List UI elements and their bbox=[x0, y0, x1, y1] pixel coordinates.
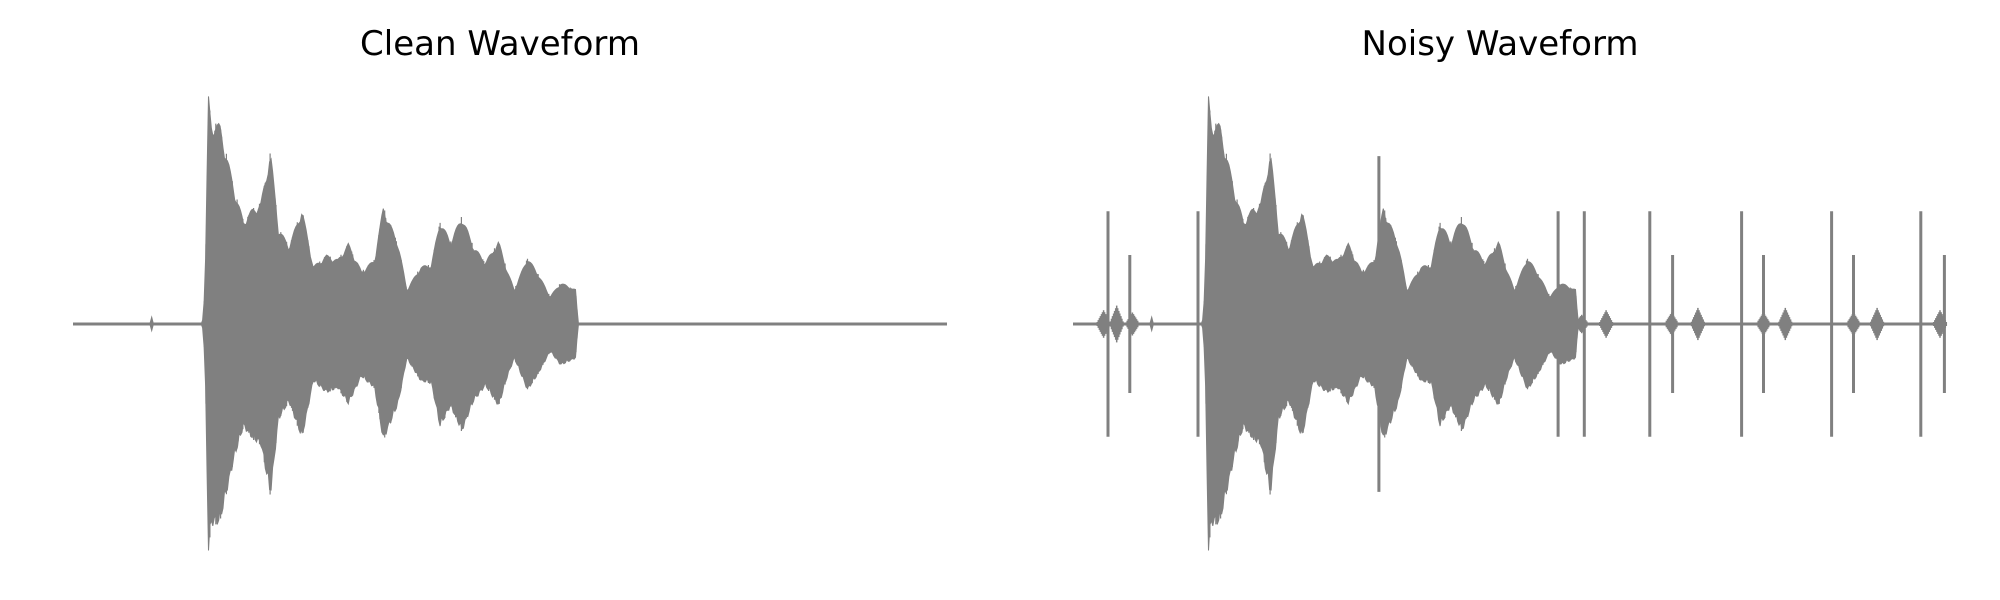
noisy-waveform-panel: Noisy Waveform bbox=[1000, 0, 2000, 600]
clean-waveform-line-strokes bbox=[151, 110, 578, 538]
clean-waveform-title: Clean Waveform bbox=[360, 24, 640, 64]
clean-waveform-panel: Clean Waveform bbox=[73, 24, 947, 551]
noisy-waveform-plot bbox=[1073, 96, 1948, 551]
noisy-waveform-signal-strokes bbox=[1151, 110, 1578, 538]
noisy-waveform-title: Noisy Waveform bbox=[1361, 24, 1639, 64]
clean-waveform-plot bbox=[73, 96, 947, 551]
